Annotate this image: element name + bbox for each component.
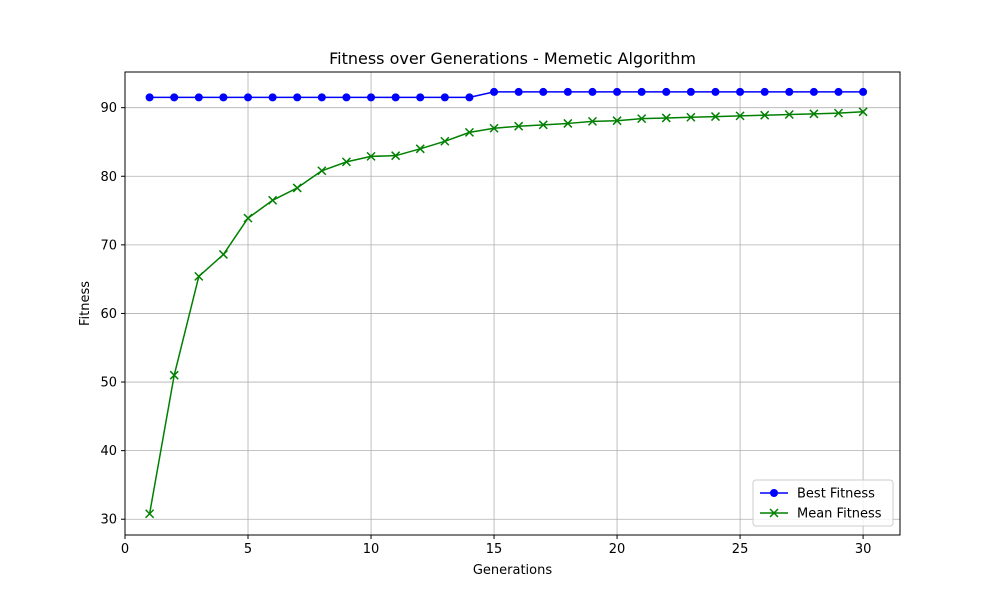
x-tick-label: 30: [855, 542, 872, 557]
point-mean-fitness: [858, 107, 868, 117]
point-best-fitness: [686, 87, 695, 96]
point-best-fitness: [588, 87, 597, 96]
series-layer: [145, 87, 868, 519]
y-axis-label: Fitness: [78, 281, 93, 326]
point-best-fitness: [268, 93, 277, 102]
point-best-fitness: [809, 87, 818, 96]
x-tick-label: 10: [363, 542, 380, 557]
point-best-fitness: [785, 87, 794, 96]
y-tick-label: 90: [100, 101, 117, 116]
point-mean-fitness: [440, 136, 450, 146]
point-best-fitness: [194, 93, 203, 102]
point-best-fitness: [760, 87, 769, 96]
point-mean-fitness: [710, 112, 721, 122]
legend-label-mean-fitness: Mean Fitness: [797, 507, 882, 522]
point-best-fitness: [244, 93, 253, 102]
x-tick-label: 25: [732, 542, 749, 557]
point-mean-fitness: [760, 110, 770, 120]
y-tick-label: 60: [100, 307, 117, 322]
point-mean-fitness: [145, 509, 155, 519]
y-tick-label: 70: [100, 238, 117, 253]
point-best-fitness: [834, 87, 843, 96]
point-mean-fitness: [735, 111, 745, 121]
point-best-fitness: [440, 93, 449, 102]
point-mean-fitness: [194, 271, 204, 281]
point-mean-fitness: [415, 144, 425, 154]
point-mean-fitness: [563, 118, 573, 128]
x-tick-label: 5: [244, 542, 252, 557]
series-line-best-fitness: [149, 91, 864, 99]
point-mean-fitness: [268, 195, 278, 205]
x-tick-label: 0: [121, 542, 129, 557]
point-mean-fitness: [218, 249, 228, 259]
point-best-fitness: [637, 87, 646, 96]
legend-box: [752, 479, 894, 527]
point-best-fitness: [293, 93, 302, 102]
point-best-fitness: [539, 87, 548, 96]
legend-marker-mean-fitness: [769, 508, 779, 518]
x-tick-label: 15: [486, 542, 503, 557]
point-mean-fitness: [612, 116, 622, 126]
tick-layer: 0 5 10 15 20 25 30 30 40 50 60 70 80 90: [100, 101, 871, 557]
point-mean-fitness: [391, 151, 401, 161]
point-best-fitness: [613, 87, 622, 96]
y-tick-label: 50: [100, 376, 117, 391]
plot-frame: [124, 71, 901, 536]
point-mean-fitness: [292, 183, 302, 193]
legend-label-best-fitness: Best Fitness: [797, 487, 875, 502]
point-mean-fitness: [169, 370, 179, 380]
point-best-fitness: [514, 87, 523, 96]
point-mean-fitness: [587, 116, 597, 126]
point-best-fitness: [170, 93, 179, 102]
point-best-fitness: [736, 87, 745, 96]
point-best-fitness: [662, 87, 671, 96]
point-mean-fitness: [661, 113, 671, 123]
point-mean-fitness: [833, 108, 844, 118]
point-best-fitness: [711, 87, 720, 96]
point-mean-fitness: [514, 121, 524, 131]
series-line-mean-fitness: [148, 111, 864, 514]
legend: Best Fitness Mean Fitness: [752, 479, 894, 527]
point-mean-fitness: [317, 166, 327, 176]
point-best-fitness: [145, 93, 154, 102]
point-mean-fitness: [341, 157, 351, 167]
point-mean-fitness: [538, 120, 548, 130]
point-best-fitness: [317, 93, 326, 102]
point-mean-fitness: [366, 151, 376, 161]
point-best-fitness: [342, 93, 351, 102]
point-best-fitness: [416, 93, 425, 102]
x-tick-label: 20: [609, 542, 626, 557]
x-axis-label: Generations: [473, 563, 553, 578]
point-mean-fitness: [784, 109, 794, 120]
legend-marker-best-fitness: [770, 489, 778, 497]
y-tick-label: 30: [100, 513, 117, 528]
y-tick-label: 80: [100, 170, 117, 185]
point-best-fitness: [367, 93, 376, 102]
point-mean-fitness: [686, 112, 696, 122]
point-best-fitness: [490, 87, 499, 96]
point-mean-fitness: [243, 213, 253, 223]
point-mean-fitness: [489, 123, 499, 133]
point-best-fitness: [563, 87, 572, 96]
y-tick-label: 40: [100, 444, 117, 459]
chart-title: Fitness over Generations - Memetic Algor…: [329, 49, 696, 68]
point-best-fitness: [859, 87, 868, 96]
grid-layer: [124, 72, 900, 535]
point-best-fitness: [219, 93, 228, 102]
point-best-fitness: [391, 93, 400, 102]
point-mean-fitness: [809, 109, 819, 119]
point-best-fitness: [465, 93, 474, 102]
point-mean-fitness: [637, 114, 647, 124]
point-mean-fitness: [464, 127, 474, 137]
